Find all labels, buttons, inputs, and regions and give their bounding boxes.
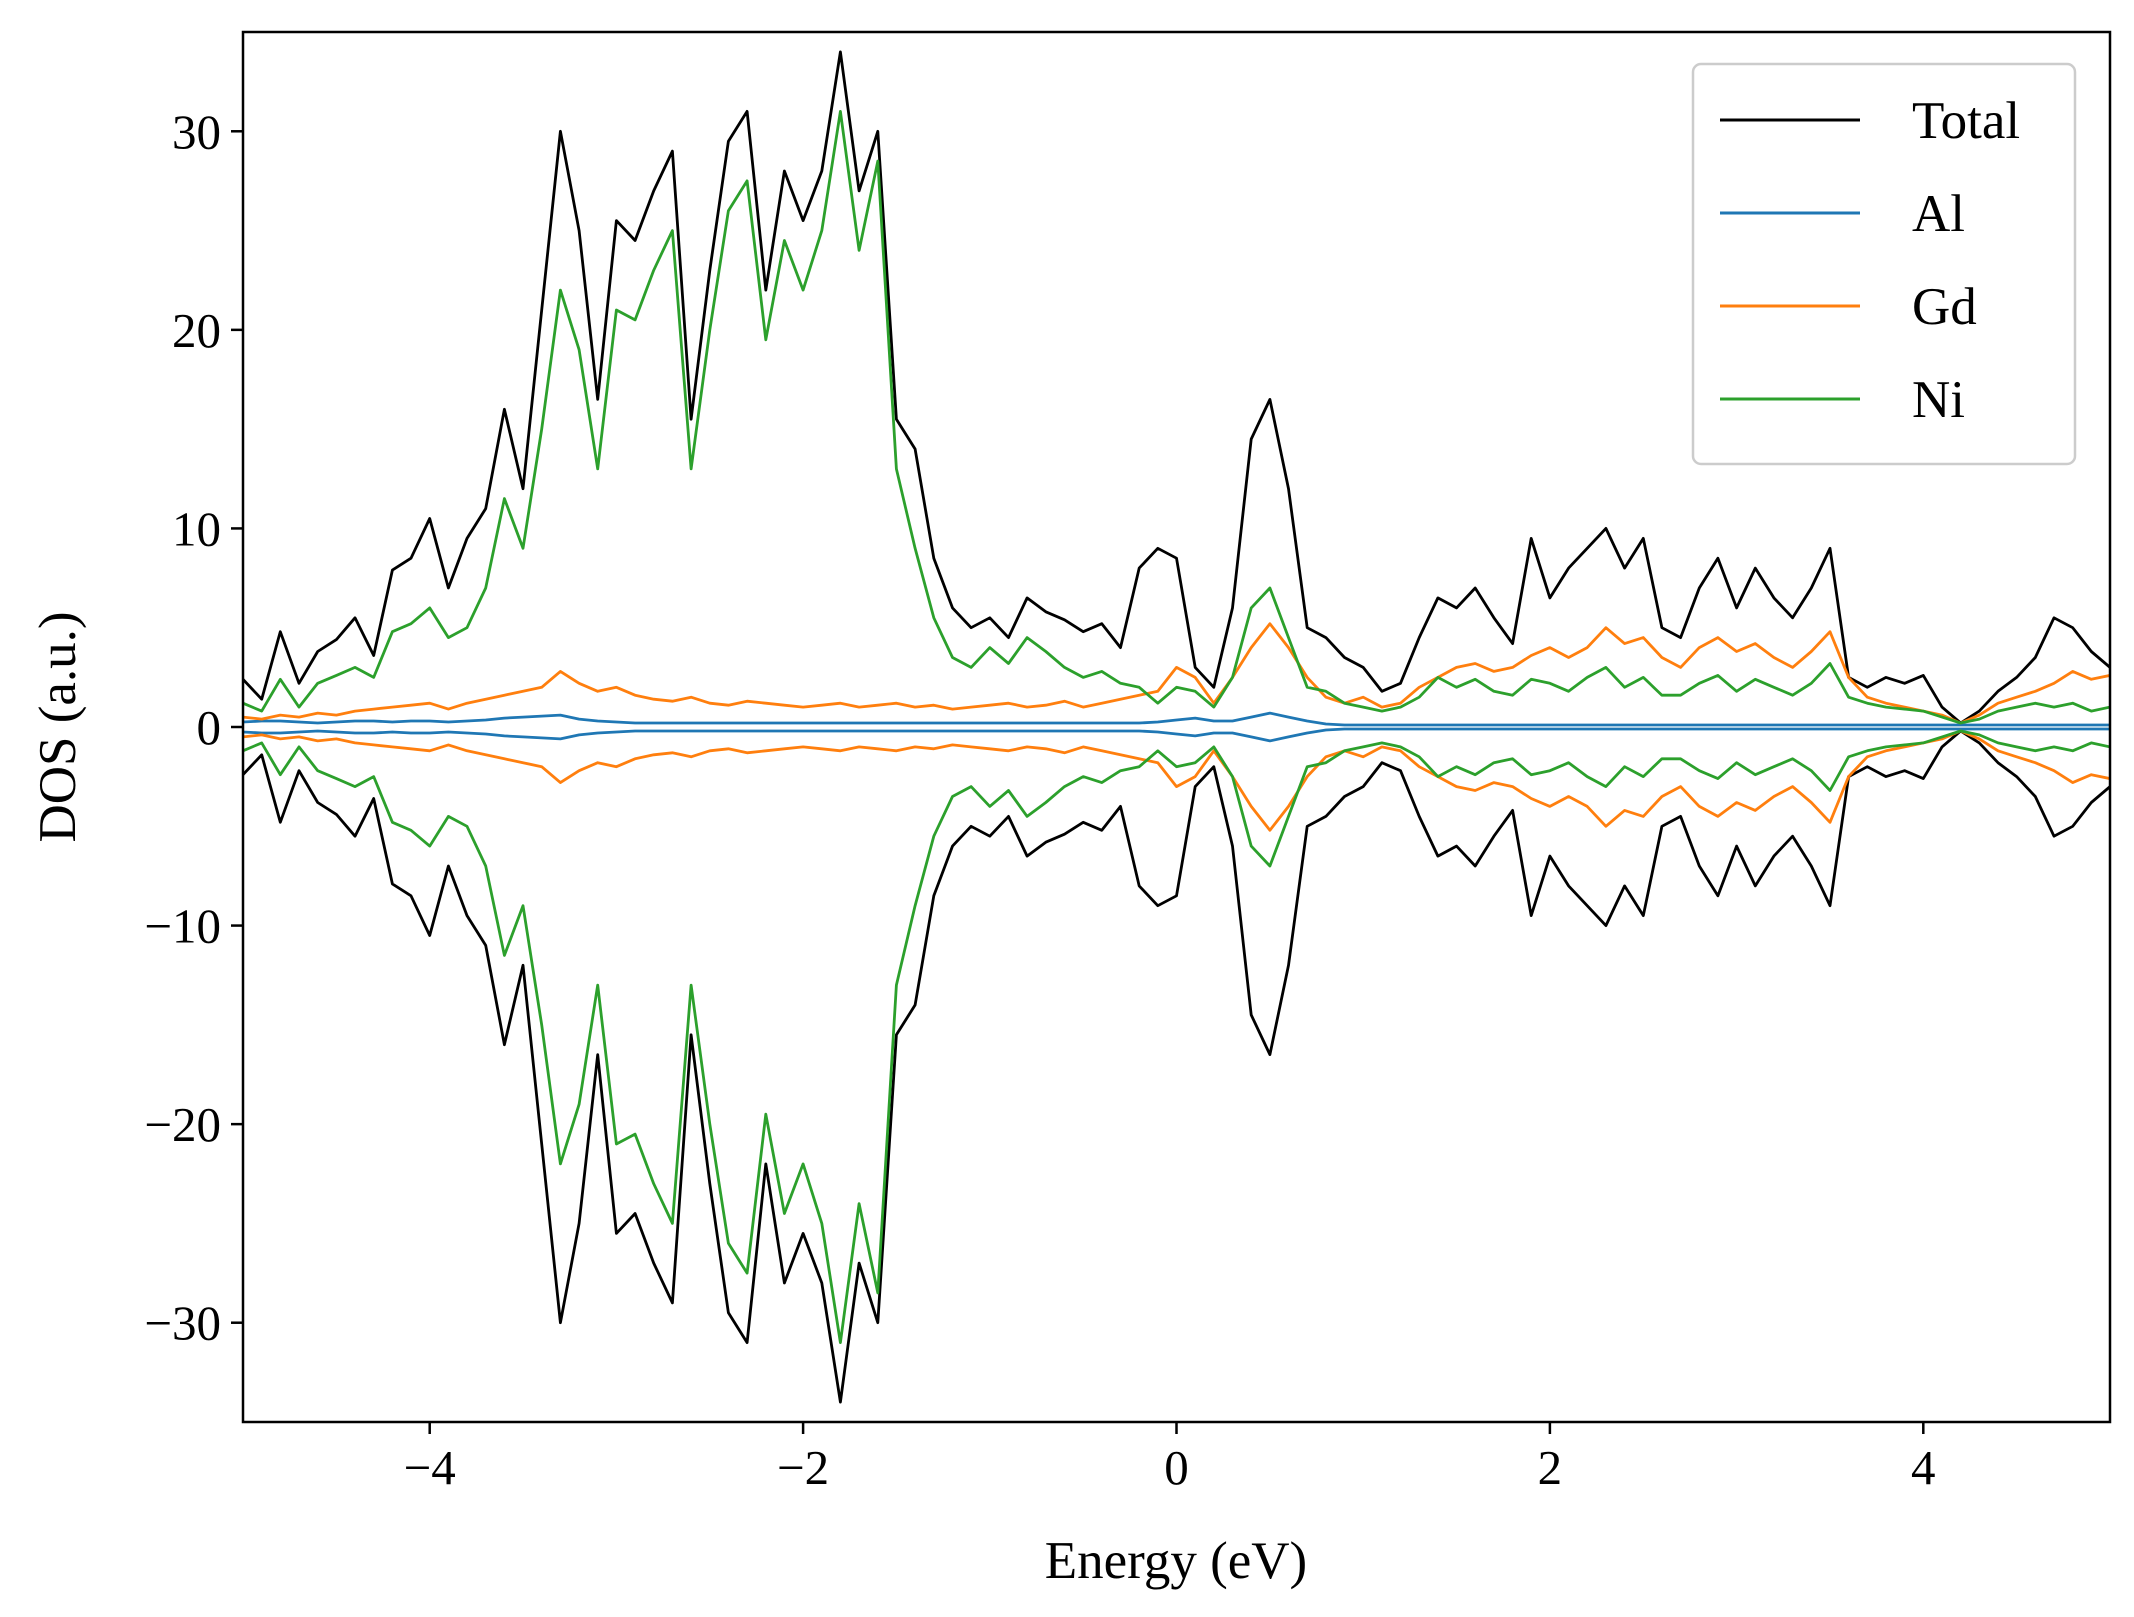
x-tick-label: 4 — [1911, 1440, 1936, 1495]
legend-label-gd: Gd — [1912, 278, 1977, 336]
series-al-spin-down — [243, 727, 2110, 743]
y-tick-label: −10 — [144, 899, 221, 954]
series-al-spin-up — [243, 711, 2110, 727]
legend-label-total: Total — [1912, 92, 2020, 150]
x-tick-label: 0 — [1164, 1440, 1189, 1495]
y-axis: −30 −20 −10 0 10 20 30 — [144, 104, 243, 1351]
legend-label-ni: Ni — [1912, 371, 1965, 429]
x-tick-label: −4 — [404, 1440, 456, 1495]
legend: Total Al Gd Ni — [1691, 62, 2077, 466]
series-total-spin-down — [243, 729, 2110, 1404]
y-tick-label: −30 — [144, 1296, 221, 1351]
x-axis: −4 −2 0 2 4 — [404, 1422, 1936, 1495]
y-tick-label: 0 — [197, 700, 222, 755]
legend-label-al: Al — [1912, 185, 1965, 243]
y-tick-label: 20 — [172, 303, 221, 358]
series-ni-spin-up — [243, 110, 2110, 725]
x-tick-label: −2 — [777, 1440, 829, 1495]
x-axis-title: Energy (eV) — [1045, 1532, 1307, 1590]
y-tick-label: 30 — [172, 104, 221, 159]
series-ni-spin-down — [243, 729, 2110, 1344]
x-tick-label: 2 — [1538, 1440, 1563, 1495]
y-axis-title: DOS (a.u.) — [29, 611, 87, 842]
y-tick-label: −20 — [144, 1097, 221, 1152]
series-total-spin-up — [243, 50, 2110, 725]
legend-box — [1691, 62, 2077, 466]
y-tick-label: 10 — [172, 501, 221, 556]
series-gd-spin-down — [243, 729, 2110, 832]
series-layer — [243, 50, 2110, 1404]
series-gd-spin-up — [243, 622, 2110, 725]
